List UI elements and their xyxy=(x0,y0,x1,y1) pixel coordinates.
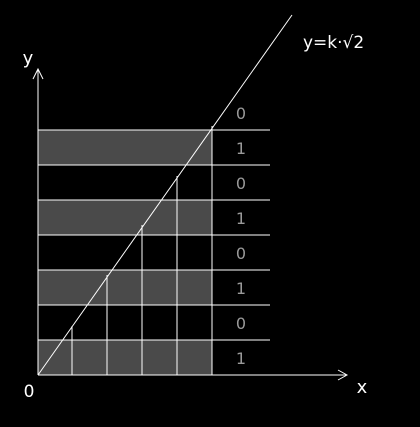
bit-label: 1 xyxy=(236,349,246,368)
bit-label: 1 xyxy=(236,139,246,158)
bit-label: 0 xyxy=(236,174,246,193)
y-axis-arrowhead xyxy=(32,67,44,80)
sqrt2-line xyxy=(37,14,293,376)
bit-labels: 0 1 0 1 0 1 0 1 xyxy=(236,104,246,368)
shaded-bands xyxy=(38,130,212,375)
bit-label: 1 xyxy=(236,209,246,228)
line-equation-label: y=k·√2 xyxy=(303,33,364,53)
shaded-band xyxy=(38,130,212,165)
vertical-drop-lines xyxy=(71,126,213,375)
y-axis-label: y xyxy=(23,48,34,69)
shaded-band xyxy=(38,270,212,305)
bit-label: 1 xyxy=(236,279,246,298)
origin-label: 0 xyxy=(24,382,35,402)
x-axis-arrowhead xyxy=(337,369,349,381)
bit-label: 0 xyxy=(236,244,246,263)
axes xyxy=(32,67,349,381)
horizontal-grid-lines xyxy=(38,129,270,341)
x-axis-label: x xyxy=(357,377,368,398)
shaded-band xyxy=(38,340,212,375)
bit-label: 0 xyxy=(236,104,246,123)
shaded-band xyxy=(38,200,212,235)
bit-label: 0 xyxy=(236,314,246,333)
